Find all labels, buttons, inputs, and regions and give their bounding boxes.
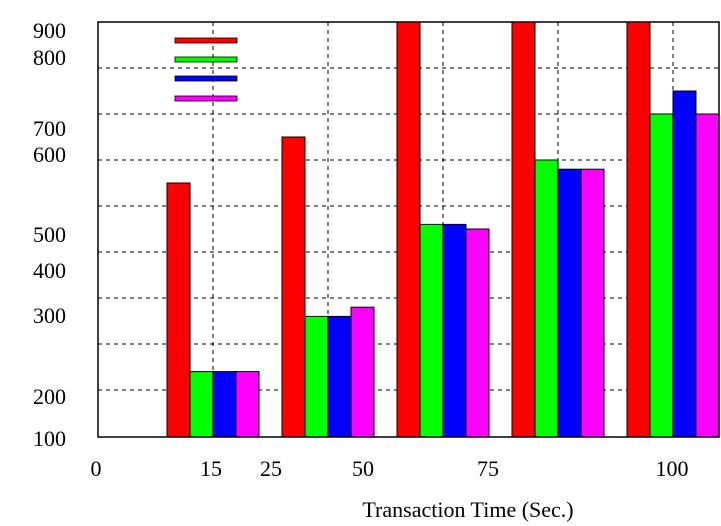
bar-s3-25 (327, 315, 352, 438)
bar-s3-75 (557, 168, 582, 438)
bar-s1-50 (396, 21, 421, 438)
bar-s3-100 (672, 90, 697, 438)
bar-s4-15 (235, 371, 260, 438)
legend-swatch-2 (174, 56, 238, 63)
legend-swatch-3 (174, 75, 238, 82)
bar-s4-50 (465, 228, 490, 438)
bar-s2-50 (419, 223, 444, 438)
y-tick-label: 900 (33, 18, 66, 43)
x-tick-label: 25 (260, 456, 282, 481)
bar-s2-15 (189, 371, 214, 438)
bar-s3-15 (212, 371, 237, 438)
bar-s2-25 (304, 315, 329, 438)
legend-swatch-4 (174, 95, 238, 102)
y-tick-label: 400 (33, 258, 66, 283)
bar-s4-75 (580, 168, 605, 438)
bar-s4-100 (695, 113, 720, 438)
x-tick-label: 0 (91, 456, 102, 481)
x-tick-label: 15 (200, 456, 222, 481)
bars (166, 21, 720, 438)
bar-s4-25 (350, 306, 375, 438)
bar-s1-15 (166, 182, 191, 438)
legend-swatch-1 (174, 37, 238, 44)
bar-s1-25 (281, 136, 306, 438)
x-tick-label: 75 (477, 456, 499, 481)
x-tick-label: 100 (656, 456, 689, 481)
y-tick-label: 200 (33, 384, 66, 409)
bar-s2-75 (534, 159, 559, 438)
x-tick-labels: 0 15 25 50 75 100 (91, 456, 689, 481)
y-tick-label: 700 (33, 116, 66, 141)
y-tick-label: 300 (33, 303, 66, 328)
y-tick-label: 800 (33, 45, 66, 70)
x-axis-label: Transaction Time (Sec.) (362, 497, 573, 522)
bar-s1-75 (511, 21, 536, 438)
bar-s2-100 (649, 113, 674, 438)
plot-frame (97, 21, 720, 438)
bar-s1-100 (626, 21, 651, 438)
x-tick-label: 50 (352, 456, 374, 481)
y-tick-label: 600 (33, 142, 66, 167)
bar-s3-50 (442, 223, 467, 438)
y-tick-label: 500 (33, 222, 66, 247)
legend (174, 37, 238, 102)
y-tick-label: 100 (33, 426, 66, 451)
